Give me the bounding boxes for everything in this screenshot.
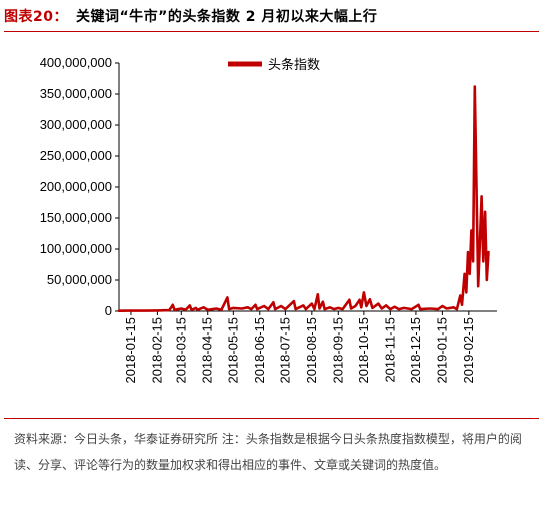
- legend: 头条指数: [228, 57, 320, 73]
- y-tick-label: 50,000,000: [47, 272, 112, 287]
- legend-label: 头条指数: [268, 57, 320, 73]
- title-divider: [4, 31, 539, 32]
- x-tick-label: 2018-01-15: [123, 317, 138, 384]
- y-tick-label: 350,000,000: [40, 86, 112, 101]
- series-line-0: [117, 85, 490, 313]
- x-tick-label: 2018-08-15: [304, 317, 319, 384]
- line-chart: 0 50,000,000 100,000,000 150,000,000 200,000…: [40, 55, 497, 384]
- y-axis: 0 50,000,000 100,000,000 150,000,000 200,000…: [40, 55, 120, 318]
- y-tick-label: 100,000,000: [40, 241, 112, 256]
- source-footnote: 资料来源：今日头条，华泰证券研究所 注：头条指数是根据今日头条热度指数模型，将用…: [14, 432, 522, 472]
- figure-title-bar: 图表20： 关键词“牛市”的头条指数 2 月初以来大幅上行: [4, 6, 377, 26]
- y-tick-label: 250,000,000: [40, 148, 112, 163]
- x-tick-label: 2019-02-15: [461, 317, 476, 384]
- x-tick-label: 2018-02-15: [149, 317, 164, 384]
- x-tick-label: 2018-03-15: [173, 317, 188, 384]
- x-tick-label: 2018-11-15: [382, 317, 397, 383]
- y-tick-label: 0: [105, 303, 112, 318]
- y-tick-label: 400,000,000: [40, 55, 112, 70]
- y-tick-label: 200,000,000: [40, 179, 112, 194]
- x-tick-label: 2018-12-15: [408, 317, 423, 384]
- y-tick-label: 150,000,000: [40, 210, 112, 225]
- footnote-divider: [4, 418, 539, 419]
- x-axis: 2018-01-15 2018-02-15 2018-03-15 2018-04-15…: [119, 310, 497, 384]
- x-tick-label: 2018-06-15: [252, 317, 267, 384]
- x-tick-label: 2018-07-15: [277, 317, 292, 384]
- y-tick-label: 300,000,000: [40, 117, 112, 132]
- x-tick-label: 2019-01-15: [434, 317, 449, 384]
- figure-title: 关键词“牛市”的头条指数 2 月初以来大幅上行: [75, 9, 378, 25]
- x-tick-label: 2018-09-15: [330, 317, 345, 384]
- x-tick-label: 2018-05-15: [225, 317, 240, 384]
- plot-area: [117, 85, 490, 313]
- figure-label: 图表20：: [4, 9, 68, 25]
- x-tick-label: 2018-04-15: [200, 317, 215, 384]
- x-tick-label: 2018-10-15: [356, 317, 371, 384]
